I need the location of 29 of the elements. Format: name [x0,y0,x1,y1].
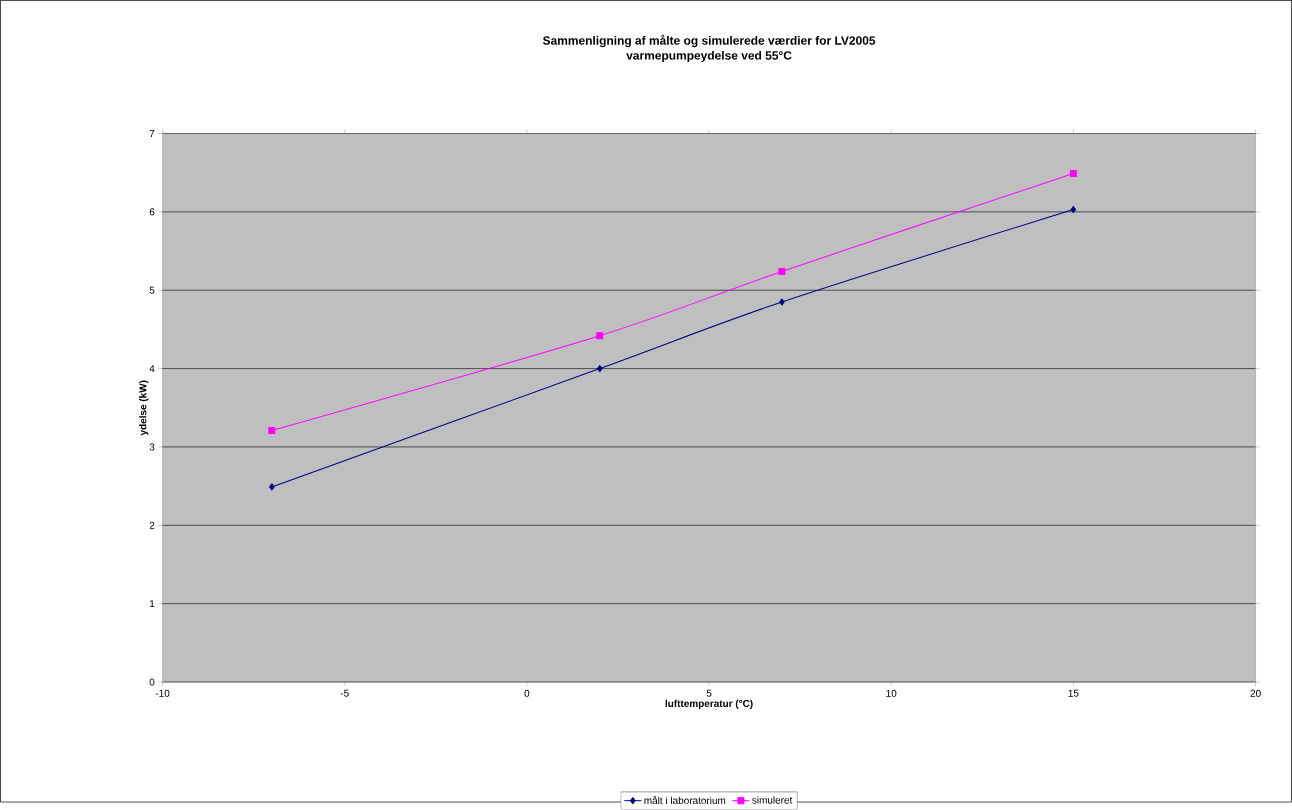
point [1070,206,1077,214]
y-tick-label: 6 [149,208,155,216]
chart-title: Sammenligning af målte og simulerede værdier for LV2005 [542,34,876,48]
y-tick-label: 3 [149,443,155,451]
y-tick-label: 5 [149,286,155,294]
x-tick-label: 5 [706,689,712,697]
x-tick-label: -10 [155,689,170,698]
chart-subtitle: varmepumpeydelse ved 55°C [626,51,792,63]
y-tick-label: 4 [149,365,155,373]
legend-label: simuleret [752,796,793,804]
y-tick-label: 7 [149,130,155,138]
x-tick-label: 0 [524,689,530,698]
point [268,427,276,435]
point [596,332,604,340]
x-tick-label: 10 [886,689,897,698]
y-tick-label: 2 [149,522,155,529]
y-axis-title: ydelse (kW) [139,380,149,436]
y-tick-label: 1 [150,600,155,608]
point [778,268,786,276]
point [269,483,275,491]
point [1069,170,1077,178]
x-tick-label: -5 [340,689,349,697]
legend-label: målt i laboratorium [644,796,726,805]
point [597,365,603,373]
point [779,298,785,306]
x-axis-title: lufttemperatur (°C) [665,699,753,710]
x-tick-label: 15 [1068,689,1079,697]
y-tick-label: 0 [149,678,155,686]
x-tick-label: 20 [1250,689,1261,698]
